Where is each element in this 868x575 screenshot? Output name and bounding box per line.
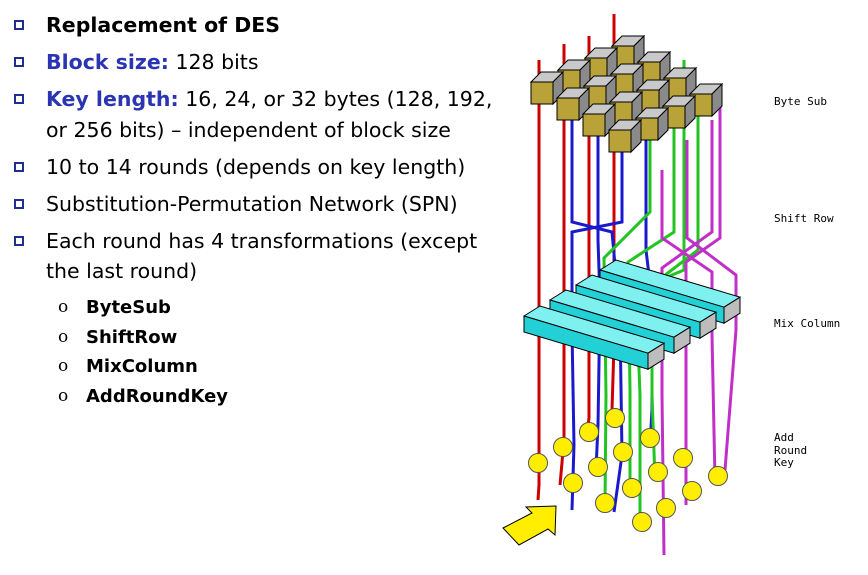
round-key-ball (595, 493, 615, 513)
bullet-key: Block size: (46, 50, 169, 74)
sub-bullet-list: o ByteSub o ShiftRow o MixColumn o AddRoundK… (12, 293, 502, 411)
round-key-layer (528, 408, 728, 532)
magenta-wire (660, 170, 717, 481)
label-add-round-key-line: Add (774, 431, 794, 444)
circle-bullet-icon: o (58, 356, 69, 376)
circle-bullet-icon: o (58, 326, 69, 347)
bullet-replacement-of-des: Replacement of DES (12, 10, 502, 41)
bullet-text: Each round has 4 transformations (except (46, 228, 478, 253)
circle-bullet-icon: o (58, 297, 69, 317)
bullet-transformations: Each round has 4 transformations (except… (12, 226, 502, 287)
round-key-ball (708, 466, 728, 486)
round-key-ball (673, 448, 693, 468)
square-bullet-icon (14, 20, 24, 30)
label-add-round-key-line: Key (774, 456, 794, 469)
round-key-ball (682, 481, 702, 501)
mix-column-bar-end (699, 311, 717, 340)
round-key-ball (613, 442, 633, 462)
bullet-text: Substitution-Permutation Network (SPN) (46, 191, 458, 216)
input-arrow-icon (502, 505, 557, 546)
byte-sub-cube-front (530, 81, 554, 105)
blue-wire (594, 80, 602, 471)
sub-bullet-text: ByteSub (86, 297, 171, 318)
byte-sub-layer (529, 34, 724, 154)
round-key-ball (588, 457, 608, 477)
blue-wire (570, 76, 624, 511)
label-mix-column: Mix Column (774, 317, 841, 330)
byte-sub-cube-front (556, 97, 580, 121)
label-byte-sub: Byte Sub (774, 95, 827, 108)
square-bullet-icon (14, 57, 24, 67)
sub-bullet-text: ShiftRow (86, 326, 178, 348)
sub-bullet-text: AddRoundKey (86, 385, 229, 407)
square-bullet-icon (14, 94, 24, 104)
square-bullet-icon (14, 235, 24, 246)
label-add-round-key-line: Round (774, 443, 808, 457)
byte-sub-cube-front (582, 113, 606, 137)
green-wire (602, 120, 652, 506)
bullet-spn: Substitution-Permutation Network (SPN) (12, 189, 502, 220)
square-bullet-icon (14, 161, 24, 172)
sub-bullet-mixcolumn: o MixColumn (12, 352, 502, 382)
bullet-rounds: 10 to 14 rounds (depends on key length) (12, 152, 502, 183)
mix-column-bar-end (673, 326, 691, 355)
label-add-round-key: Add Round Key (774, 431, 808, 470)
bullet-text-continued: the last round) (46, 259, 198, 283)
bullet-key-length: Key length: 16, 24, or 32 bytes (128, 19… (12, 84, 502, 145)
round-key-ball (553, 437, 573, 457)
byte-sub-cube-front (608, 129, 632, 153)
square-bullet-icon (14, 198, 24, 209)
sub-bullet-shiftrow: o ShiftRow (12, 323, 502, 353)
round-key-ball (579, 422, 599, 442)
red-wire (536, 60, 541, 501)
bullet-text: 16, 24, or 32 bytes (128, 192, (185, 87, 493, 111)
round-key-ball (632, 512, 652, 532)
bullet-text: Replacement of DES (46, 13, 280, 37)
sub-bullet-bytesub: o ByteSub (12, 293, 502, 323)
green-wire (626, 104, 676, 495)
mix-column-bar-end (647, 342, 665, 371)
circle-bullet-icon: o (58, 385, 69, 406)
round-key-ball (622, 478, 642, 498)
sub-bullet-text: MixColumn (86, 356, 198, 377)
label-shift-row: Shift Row (774, 212, 834, 225)
sub-bullet-addroundkey: o AddRoundKey (12, 382, 502, 412)
mix-column-bar-end (723, 296, 741, 325)
magenta-wire (660, 120, 714, 556)
round-key-ball (528, 453, 548, 473)
bullet-list: Replacement of DES Block size: 128 bits … (12, 10, 502, 411)
bullet-text: 10 to 14 rounds (depends on key length) (46, 154, 466, 179)
bullet-text-continued: or 256 bits) – independent of block size (46, 117, 451, 142)
bullet-block-size: Block size: 128 bits (12, 47, 502, 78)
round-key-ball (648, 462, 668, 482)
bullet-key: Key length: (46, 87, 179, 111)
magenta-wire (685, 140, 738, 471)
round-key-ball (605, 408, 625, 428)
round-key-ball (656, 498, 676, 518)
bullet-text: 128 bits (175, 50, 259, 74)
magenta-wire (684, 100, 722, 505)
round-key-ball (563, 473, 583, 493)
aes-round-diagram (502, 14, 742, 556)
mix-column-layer (522, 259, 742, 371)
round-key-ball (640, 428, 660, 448)
